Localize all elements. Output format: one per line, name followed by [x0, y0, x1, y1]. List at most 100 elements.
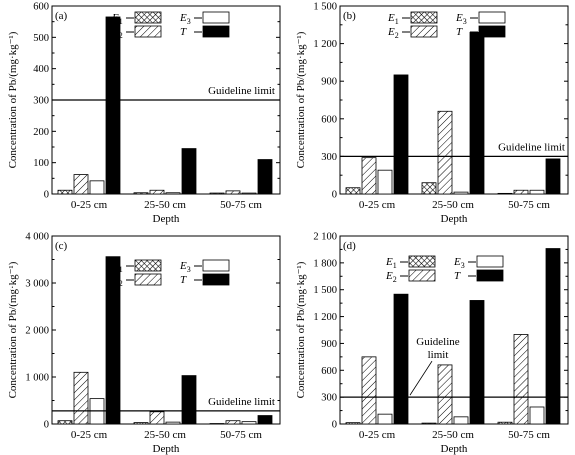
bar-E3-3: [529, 189, 545, 195]
bar-T-2: [469, 31, 485, 195]
bar-E1-3: [209, 192, 225, 195]
bar-E3-2: [453, 191, 469, 195]
x-axis-title: Depth: [153, 443, 180, 455]
legend-swatch-E2: [408, 269, 436, 282]
bar-E3-2: [453, 416, 469, 425]
bar-E2-1: [73, 371, 89, 425]
legend-label-E2: E2: [387, 26, 399, 40]
legend-swatch-T: [202, 25, 230, 38]
panel-d: 0 300 600 900 1 200 1 500 1 800 2 100 0-25 cm 25-…: [295, 232, 569, 455]
y-axis-title: Concentration of Pb/(mg·kg⁻¹): [295, 261, 307, 398]
legend-swatch-E1: [134, 11, 162, 24]
legend-label-sub: 1: [119, 17, 123, 26]
bar-E2-3: [513, 334, 529, 425]
y-tick-label: 200: [33, 127, 49, 138]
bar-E3-2: [165, 421, 181, 425]
x-category-label: 50-75 cm: [220, 429, 262, 441]
bar-T-3: [545, 158, 561, 195]
y-tick-label: 1 000: [25, 373, 49, 384]
legend-swatch-E1: [410, 11, 438, 24]
x-category-label: 25-50 cm: [432, 199, 474, 211]
y-tick-label: 2 000: [25, 326, 49, 337]
bar-E3-3: [241, 192, 257, 195]
legend-label-base: E: [385, 270, 393, 282]
y-tick-label: 1 200: [313, 312, 337, 323]
guideline-pointer: [409, 360, 433, 396]
bar-T-2: [469, 300, 485, 425]
legend-label-T: T: [456, 26, 463, 38]
x-category-label: 25-50 cm: [144, 429, 186, 441]
panel-label: (b): [343, 10, 356, 22]
y-tick-label: 0: [332, 190, 337, 201]
legend-label-base: T: [456, 26, 463, 38]
bar-E1-1: [57, 420, 73, 425]
x-category-label: 25-50 cm: [432, 429, 474, 441]
legend-label-base: E: [179, 260, 187, 272]
y-tick-label: 100: [33, 158, 49, 169]
legend-label-sub: 3: [187, 17, 191, 26]
bar-E3-2: [165, 192, 181, 195]
y-tick-label: 400: [33, 64, 49, 75]
x-category-label: 50-75 cm: [508, 429, 550, 441]
guideline-label: Guideline limit: [498, 141, 565, 153]
legend-swatch-E1: [408, 255, 436, 268]
bar-T-3: [257, 159, 273, 195]
legend-label-E1: E1: [385, 256, 397, 270]
bar-E2-1: [73, 174, 89, 195]
y-axis-title: Concentration of Pb/(mg·kg⁻¹): [7, 261, 19, 398]
panel-c: 0 1 000 2 000 3 000 4 000 0-25 cm 25-50 cm 50-7…: [7, 232, 281, 455]
panel-label: (d): [343, 240, 356, 252]
y-tick-label: 900: [321, 77, 337, 88]
bar-E2-1: [361, 157, 377, 195]
y-tick-label: 300: [33, 96, 49, 107]
legend-swatch-T: [478, 25, 506, 38]
legend-swatch-E1: [134, 259, 162, 272]
legend-label-E3: E3: [179, 260, 191, 274]
legend-label-E2: E2: [111, 26, 123, 40]
bar-E1-1: [57, 189, 73, 195]
y-tick-label: 600: [33, 2, 49, 13]
y-tick-label: 300: [321, 393, 337, 404]
bar-E1-3: [497, 421, 513, 425]
bar-E1-2: [133, 192, 149, 195]
bar-T-1: [393, 293, 409, 425]
bar-T-2: [181, 148, 197, 195]
x-category-label: 0-25 cm: [359, 199, 396, 211]
bar-E2-2: [149, 411, 165, 425]
legend-label-sub: 3: [463, 17, 467, 26]
legend-label-base: E: [111, 26, 119, 38]
bar-E3-1: [89, 180, 105, 195]
bar-T-3: [545, 248, 561, 425]
x-category-label: 25-50 cm: [144, 199, 186, 211]
y-tick-label: 1 200: [313, 39, 337, 50]
y-tick-label: 600: [321, 366, 337, 377]
x-category-label: 0-25 cm: [359, 429, 396, 441]
legend-label-E3: E3: [179, 12, 191, 26]
legend-label-base: E: [387, 12, 395, 24]
legend-label-E2: E2: [111, 274, 123, 288]
legend-label-E2: E2: [385, 270, 397, 284]
legend-label-sub: 3: [461, 261, 465, 270]
x-axis-title: Depth: [153, 213, 180, 225]
legend-swatch-E2: [410, 25, 438, 38]
bar-E1-2: [421, 182, 437, 195]
y-tick-label: 300: [321, 152, 337, 163]
bar-E2-3: [513, 189, 529, 195]
y-tick-label: 0: [44, 420, 49, 431]
legend-label-base: E: [111, 260, 119, 272]
bar-E3-3: [241, 421, 257, 425]
bar-E2-2: [437, 364, 453, 425]
legend-label-base: E: [455, 12, 463, 24]
y-tick-label: 3 000: [25, 279, 49, 290]
legend-label-sub: 2: [395, 31, 399, 40]
guideline-label-line2: limit: [428, 349, 449, 361]
bar-E3-1: [377, 169, 393, 195]
legend-label-E1: E1: [387, 12, 399, 26]
legend-label-sub: 2: [119, 279, 123, 288]
legend-label-base: E: [453, 256, 461, 268]
y-tick-label: 500: [33, 33, 49, 44]
legend-swatch-T: [476, 269, 504, 282]
bar-E3-1: [377, 413, 393, 425]
bar-E1-1: [345, 187, 361, 195]
legend-swatch-T: [202, 273, 230, 286]
